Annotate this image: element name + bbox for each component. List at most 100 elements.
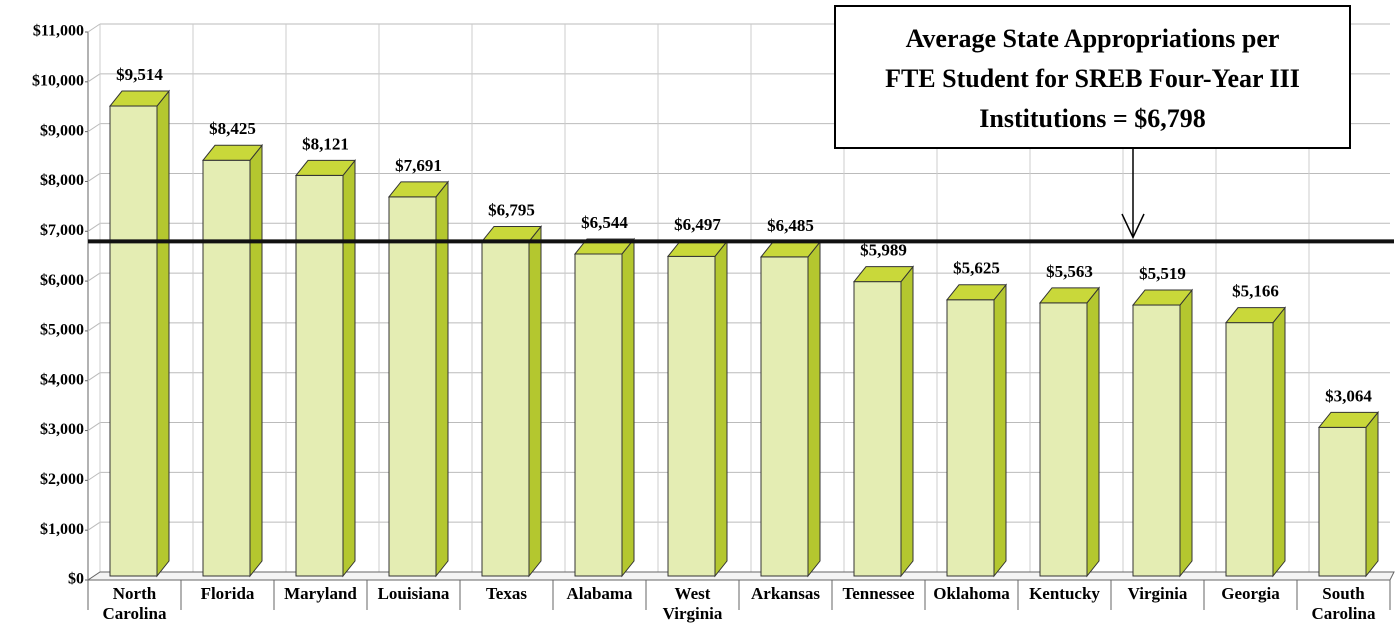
- bar-side: [342, 159, 356, 578]
- y-tick-label: $7,000: [40, 222, 84, 239]
- bar-group: [1038, 286, 1101, 578]
- bar-group: [108, 89, 171, 578]
- bar-group: [945, 283, 1008, 578]
- bar-top: [945, 284, 1008, 301]
- bar-side: [528, 225, 542, 578]
- y-tick-label: $6,000: [40, 272, 84, 289]
- grid-line: [87, 173, 101, 182]
- bar: [760, 256, 809, 577]
- bar-group: [1317, 410, 1380, 578]
- x-tick-label: Tennessee: [842, 584, 915, 603]
- value-label: $5,519: [1139, 264, 1186, 283]
- x-tick-label: Maryland: [284, 584, 357, 603]
- y-tick-label: $4,000: [40, 371, 84, 388]
- grid-line: [87, 73, 101, 83]
- value-label: $9,514: [116, 65, 163, 84]
- bar-top: [294, 159, 357, 176]
- bar: [109, 105, 158, 577]
- x-tick-label: West Virginia: [662, 584, 723, 623]
- bar: [1225, 322, 1274, 577]
- bar-side: [621, 237, 635, 578]
- value-label: $5,989: [860, 241, 907, 260]
- bar-side: [993, 283, 1007, 578]
- bar-group: [294, 159, 357, 578]
- grid-line: [87, 372, 101, 382]
- x-tick-label: Arkansas: [751, 584, 820, 603]
- y-tick-label: $5,000: [40, 322, 84, 339]
- grid-line: [87, 422, 101, 431]
- x-tick-label: Louisiana: [377, 584, 450, 603]
- bar-group: [1131, 288, 1194, 578]
- bar-group: [480, 225, 543, 578]
- bar: [202, 159, 251, 577]
- bar-side: [714, 239, 728, 578]
- x-tick-label: Georgia: [1221, 584, 1280, 603]
- x-tick-label: North Carolina: [102, 584, 167, 623]
- bar: [481, 240, 530, 577]
- bar-top: [852, 266, 915, 283]
- bar-side: [1179, 288, 1193, 578]
- bar-top: [1224, 307, 1287, 324]
- bar-top: [108, 90, 171, 107]
- grid-line: [87, 322, 101, 332]
- bar: [1039, 302, 1088, 577]
- bar-group: [573, 237, 636, 578]
- bar-group: [387, 180, 450, 578]
- floor: [86, 571, 1395, 581]
- y-tick-label: $9,000: [40, 122, 84, 139]
- bar-side: [249, 143, 263, 578]
- arrow-head: [1121, 213, 1145, 240]
- grid-line: [87, 123, 101, 133]
- bar: [853, 281, 902, 577]
- y-tick-label: $0: [68, 571, 84, 588]
- y-tick-label: $10,000: [32, 72, 84, 89]
- y-tick-label: $11,000: [33, 23, 84, 40]
- grid-line: [87, 23, 101, 33]
- value-label: $8,425: [209, 119, 256, 138]
- value-label: $8,121: [302, 134, 349, 153]
- bar: [667, 255, 716, 577]
- bar-top: [1317, 411, 1380, 428]
- bar-side: [807, 240, 821, 578]
- y-tick-label: $2,000: [40, 471, 84, 488]
- x-tick-label: Florida: [200, 584, 255, 603]
- bar: [388, 196, 437, 577]
- x-tick-label: Virginia: [1127, 584, 1188, 603]
- value-label: $6,544: [581, 213, 628, 232]
- bar: [1132, 304, 1181, 577]
- y-tick-label: $1,000: [40, 521, 84, 538]
- x-tick-label: South Carolina: [1311, 584, 1376, 623]
- y-tick-label: $8,000: [40, 172, 84, 189]
- bar-top: [201, 144, 264, 161]
- value-label: $6,497: [674, 215, 721, 234]
- bar-side: [156, 89, 170, 578]
- value-label: $5,563: [1046, 262, 1093, 281]
- bar-side: [1365, 410, 1379, 578]
- y-tick-label: $3,000: [40, 421, 84, 438]
- grid-line: [87, 272, 101, 282]
- x-tick-label: Oklahoma: [933, 584, 1010, 603]
- bar-group: [666, 239, 729, 578]
- value-label: $6,795: [488, 200, 535, 219]
- value-label: $7,691: [395, 156, 442, 175]
- grid-line: [87, 222, 101, 232]
- bar: [295, 174, 344, 577]
- x-tick-label: Kentucky: [1029, 584, 1100, 603]
- bar-side: [1086, 286, 1100, 578]
- value-label: $3,064: [1325, 386, 1372, 405]
- bar-group: [201, 143, 264, 578]
- annotation: Average State Appropriations per FTE Stu…: [834, 5, 1351, 149]
- x-tick-label: Alabama: [566, 584, 633, 603]
- bar-group: [759, 240, 822, 578]
- grid-line: [87, 521, 101, 531]
- bar-side: [1272, 306, 1286, 578]
- value-label: $5,625: [953, 259, 1000, 278]
- value-label: $5,166: [1232, 282, 1279, 301]
- bar: [946, 299, 995, 577]
- x-tick-label: Texas: [486, 584, 527, 603]
- grid-line: [87, 471, 101, 481]
- bar-top: [1131, 289, 1194, 306]
- bar-top: [387, 181, 450, 198]
